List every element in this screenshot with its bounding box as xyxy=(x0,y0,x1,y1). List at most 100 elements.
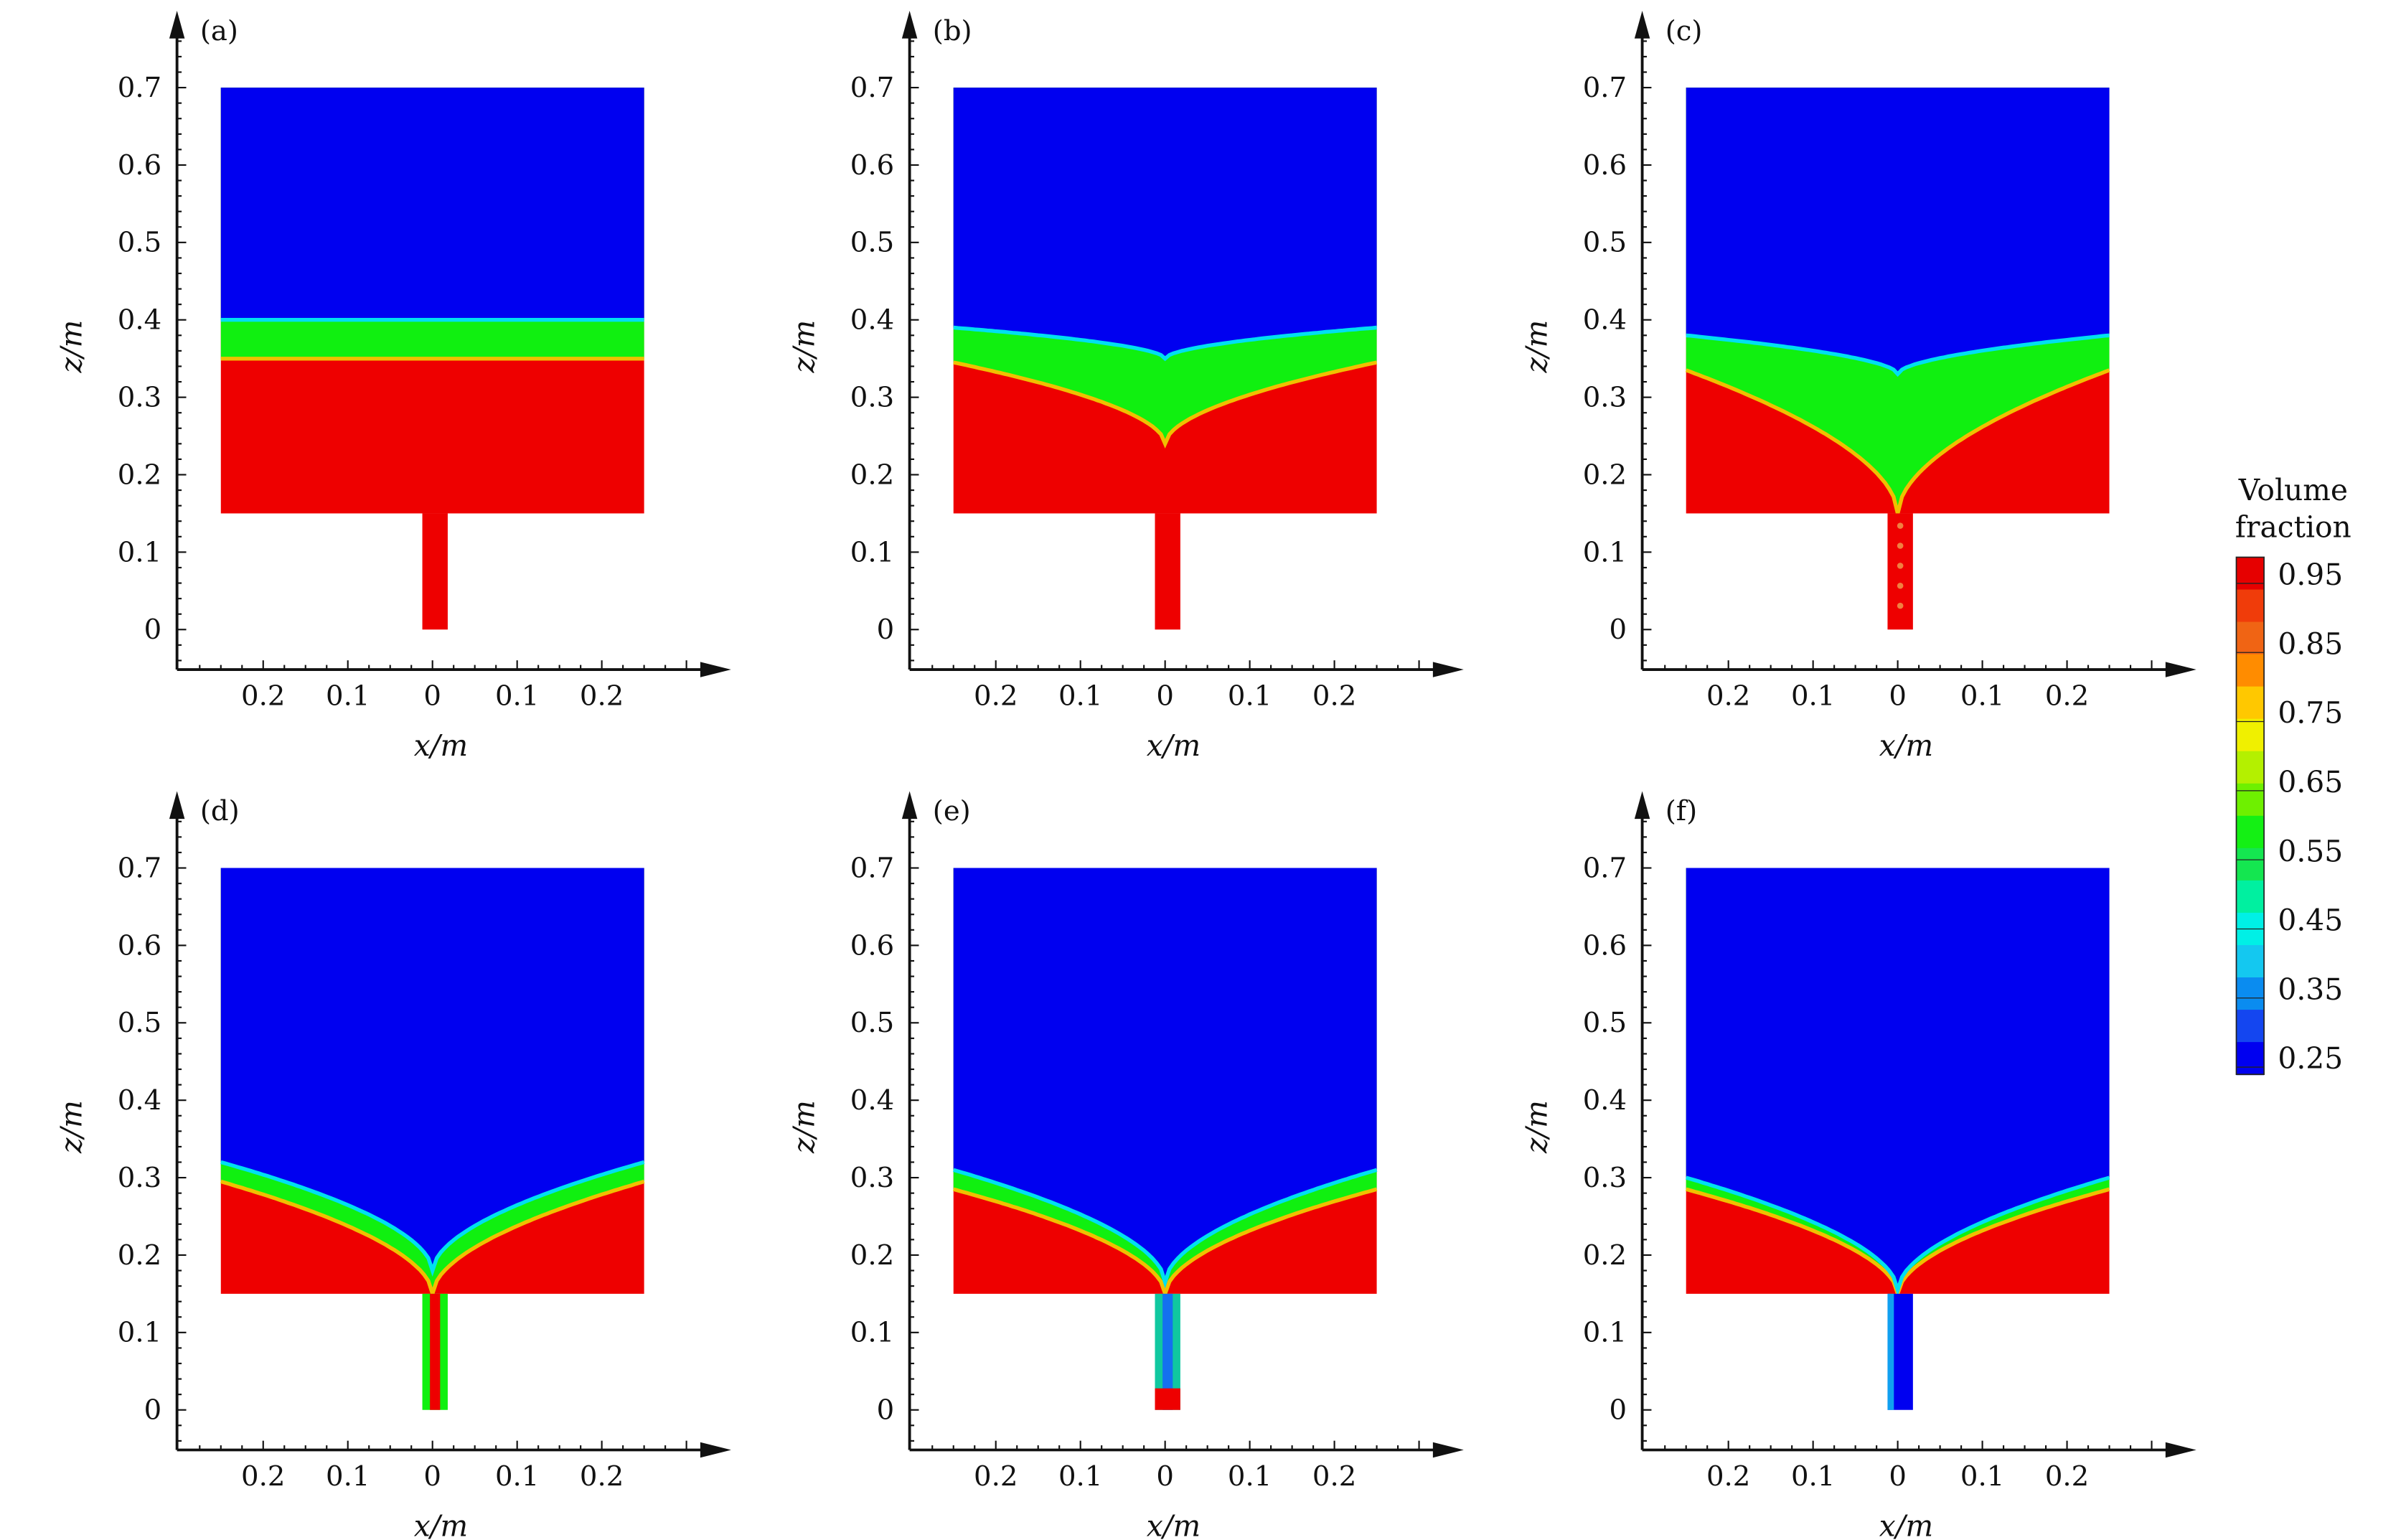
x-axis-arrow xyxy=(2165,662,2196,677)
x-tick-label: 0.2 xyxy=(1706,680,1750,712)
y-tick-label: 0 xyxy=(144,614,162,646)
colorbar-band xyxy=(2236,815,2265,849)
y-tick-label: 0 xyxy=(877,1394,895,1427)
x-tick-label: 0.2 xyxy=(974,680,1018,712)
x-tick-label: 0.1 xyxy=(495,680,539,712)
x-tick-label: 0.1 xyxy=(1791,680,1835,712)
y-tick-label: 0.6 xyxy=(118,929,161,962)
y-tick-label: 0.1 xyxy=(850,1317,894,1349)
y-axis-label: z/m xyxy=(55,320,89,374)
nozzle-region xyxy=(1887,513,1913,630)
x-tick-label: 0.2 xyxy=(1312,1460,1356,1493)
nozzle-liquid-core xyxy=(430,1293,441,1410)
y-tick-label: 0.5 xyxy=(118,227,161,259)
upper-interface xyxy=(953,1168,1378,1289)
x-tick-label: 0.2 xyxy=(241,680,285,712)
y-tick-label: 0.2 xyxy=(118,1239,161,1272)
y-axis-label: z/m xyxy=(1520,320,1554,374)
y-tick-label: 0 xyxy=(144,1394,162,1427)
colorbar-tick-label: 0.75 xyxy=(2278,696,2343,731)
x-tick-label: 0.2 xyxy=(1312,680,1356,712)
x-tick-label: 0.1 xyxy=(1960,680,2004,712)
gas-region xyxy=(1686,868,2110,1290)
x-axis-label: x/m xyxy=(1147,1509,1200,1540)
x-tick-label: 0.1 xyxy=(326,680,370,712)
x-axis-arrow xyxy=(1432,662,1464,677)
colorbar-frame xyxy=(2235,556,2265,1076)
nozzle-mix-spot xyxy=(1897,543,1904,549)
gas-region xyxy=(220,868,644,1271)
colorbar-band xyxy=(2236,944,2265,979)
y-axis-arrow xyxy=(169,791,185,820)
colorbar-title-line2: fraction xyxy=(2235,510,2351,545)
y-tick-label: 0.4 xyxy=(118,304,161,337)
x-tick-label: 0.1 xyxy=(1228,680,1272,712)
nozzle-mix-spot xyxy=(1897,522,1904,529)
gas-region xyxy=(953,88,1377,359)
y-axis-label: z/m xyxy=(787,320,822,374)
y-tick-label: 0.4 xyxy=(850,1084,894,1117)
y-tick-label: 0.5 xyxy=(1583,1007,1627,1039)
y-tick-label: 0.7 xyxy=(118,852,161,884)
x-tick-label: 0.1 xyxy=(495,1460,539,1493)
y-tick-label: 0.7 xyxy=(850,852,894,884)
panel-label: (b) xyxy=(933,15,972,47)
nozzle-liquid-bottom xyxy=(1155,1388,1180,1410)
x-tick-label: 0.2 xyxy=(580,680,624,712)
y-tick-label: 0.4 xyxy=(118,1084,161,1117)
y-tick-label: 0.1 xyxy=(1583,1317,1627,1349)
colorbar-tick-label: 0.55 xyxy=(2278,834,2343,868)
x-tick-label: 0.2 xyxy=(2045,1460,2089,1493)
y-tick-label: 0.7 xyxy=(850,72,894,104)
panel-c: 0 0.1 0.2 0.3 0.4 0.5 0.6 0.7 0.2 0.1 0 0.1 0.2 x/m z/… xyxy=(1520,11,2196,763)
panel-label: (a) xyxy=(200,15,238,47)
colorbar-band xyxy=(2236,751,2265,784)
colorbar-band xyxy=(2236,654,2265,687)
colorbar-band xyxy=(2236,977,2265,1011)
y-tick-label: 0.4 xyxy=(850,304,894,337)
x-tick-label: 0.1 xyxy=(1058,1460,1102,1493)
y-tick-label: 0 xyxy=(877,614,895,646)
colorbar-tick-label: 0.35 xyxy=(2278,972,2343,1007)
x-tick-label: 0.2 xyxy=(241,1460,285,1493)
nozzle-gas-core xyxy=(1162,1293,1173,1410)
y-axis-label: z/m xyxy=(55,1100,89,1154)
gas-region xyxy=(220,88,644,320)
colorbar-tick-label: 0.95 xyxy=(2278,558,2343,592)
colorbar-band xyxy=(2236,783,2265,817)
colorbar-band xyxy=(2236,589,2265,623)
x-axis-label: x/m xyxy=(414,728,468,763)
gas-region xyxy=(1686,88,2110,375)
panel-label: (f) xyxy=(1665,795,1697,827)
upper-interface xyxy=(1686,333,2110,377)
colorbar-tick-label: 0.85 xyxy=(2278,626,2343,661)
y-tick-label: 0.2 xyxy=(850,1239,894,1272)
y-tick-label: 0.2 xyxy=(118,459,161,491)
y-tick-label: 0.6 xyxy=(1583,149,1627,182)
panel-label: (c) xyxy=(1665,15,1703,47)
x-tick-label: 0 xyxy=(1889,1460,1907,1493)
x-tick-label: 0.1 xyxy=(1228,1460,1272,1493)
x-axis-arrow xyxy=(700,662,731,677)
y-tick-label: 0.6 xyxy=(1583,929,1627,962)
colorbar-tick-label: 0.25 xyxy=(2278,1041,2343,1076)
x-tick-label: 0.2 xyxy=(974,1460,1018,1493)
x-axis-arrow xyxy=(2165,1442,2196,1458)
y-tick-label: 0.6 xyxy=(118,149,161,182)
y-tick-label: 0.4 xyxy=(1583,1084,1627,1117)
x-tick-label: 0 xyxy=(1889,680,1907,712)
y-axis-label: z/m xyxy=(787,1100,822,1154)
y-tick-label: 0.6 xyxy=(850,149,894,182)
lower-interface xyxy=(953,1187,1378,1300)
colorbar-band xyxy=(2236,718,2265,752)
upper-interface xyxy=(220,1160,645,1277)
y-axis-arrow xyxy=(1634,791,1650,820)
colorbar-band xyxy=(2236,621,2265,655)
y-tick-label: 0.6 xyxy=(850,929,894,962)
y-tick-label: 0.3 xyxy=(850,1162,894,1194)
colorbar-band xyxy=(2236,1010,2265,1043)
y-tick-label: 0.5 xyxy=(1583,227,1627,259)
x-tick-label: 0 xyxy=(1156,1460,1174,1493)
nozzle-mix-spot xyxy=(1897,582,1904,589)
